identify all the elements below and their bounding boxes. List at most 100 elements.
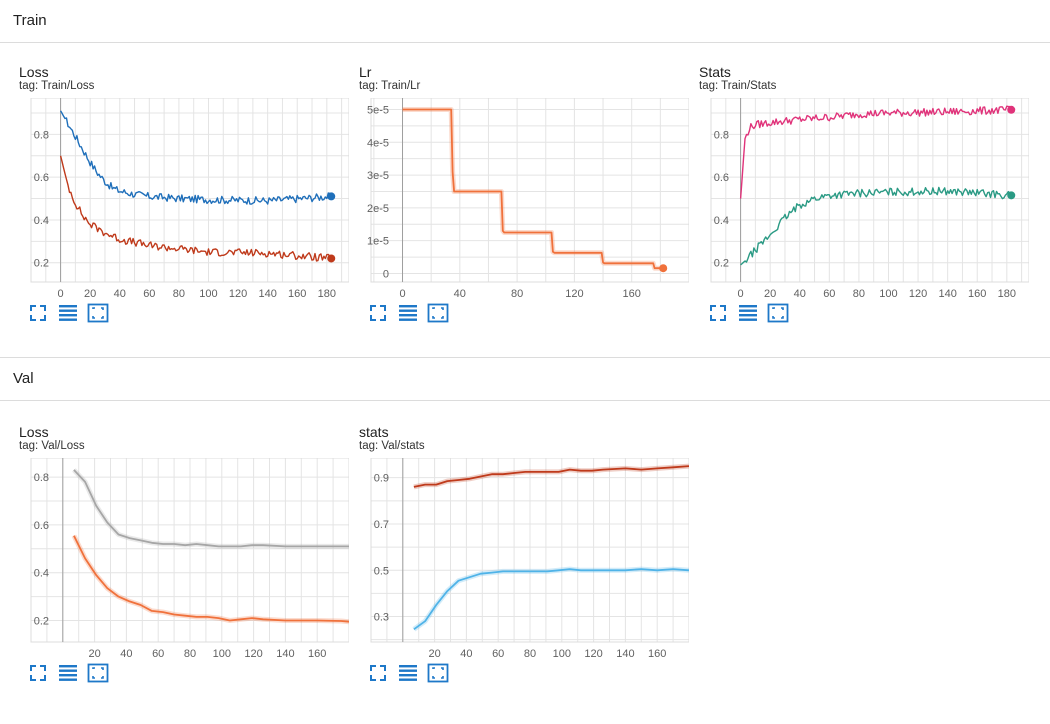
x-tick-label: 40 [454,288,466,298]
y-tick-label: 0.3 [374,612,389,624]
series-end-marker [1007,191,1016,200]
y-tick-label: 1e-5 [367,236,389,248]
x-tick-label: 20 [84,288,96,298]
chart-title: stats [359,424,389,440]
section-title: Val [13,370,34,387]
grid [371,98,689,282]
x-tick-label: 80 [524,648,536,658]
fit-domain-icon[interactable] [427,302,449,324]
series-line [59,155,332,262]
series-shadow [72,468,349,549]
x-tick-label: 80 [184,648,196,658]
y-tick-label: 0.7 [374,519,389,531]
x-tick-label: 60 [143,288,155,298]
y-tick-label: 0.4 [34,215,49,227]
chart-plot[interactable]: 0 20 40 60 80 100 120 140 160 180 0.2 0.4 0.6 0.8 [19,98,349,298]
y-tick-label: 0.5 [374,565,389,577]
chart-tag: tag: Val/stats [359,440,425,452]
fit-domain-icon[interactable] [87,662,109,684]
x-tick-label: 0 [58,288,64,298]
chart-title: Lr [359,64,372,80]
x-tick-label: 0 [738,288,744,298]
fullscreen-icon[interactable] [707,302,729,324]
x-tick-label: 160 [648,648,666,658]
x-tick-label: 120 [229,288,247,298]
chart-tag: tag: Train/Loss [19,80,95,92]
x-tick-label: 100 [879,288,897,298]
y-tick-label: 0.4 [34,568,49,580]
fullscreen-icon[interactable] [27,302,49,324]
series-line [73,535,349,623]
x-tick-label: 140 [616,648,634,658]
chart-plot[interactable]: 0 40 80 120 160 0 1e-5 2e-5 3e-5 4e-5 5e-5 [359,98,689,298]
x-tick-label: 80 [511,288,523,298]
x-tick-label: 0 [399,288,405,298]
plot-frame [370,98,689,283]
y-tick-label: 3e-5 [367,170,389,182]
y-tick-label: 5e-5 [367,104,389,116]
series-shadow [402,107,664,271]
chart-plot[interactable]: 20 40 60 80 100 120 140 160 0.2 0.4 0.6 0.8 [19,458,349,658]
x-tick-label: 40 [120,648,132,658]
x-tick-label: 80 [173,288,185,298]
x-tick-label: 80 [853,288,865,298]
plot-frame [30,98,349,283]
chart-plot[interactable]: 20 40 60 80 100 120 140 160 0.3 0.5 0.7 0.9 [359,458,689,658]
y-tick-label: 0.8 [714,129,729,141]
fullscreen-icon[interactable] [367,662,389,684]
x-tick-label: 160 [968,288,986,298]
x-tick-label: 120 [244,648,262,658]
chart-plot[interactable]: 0 20 40 60 80 100 120 140 160 180 0.2 0.4 0.6 0.8 [699,98,1029,298]
section-header-train[interactable]: Train [0,0,1050,43]
x-tick-label: 100 [213,648,231,658]
x-tick-label: 140 [938,288,956,298]
data-table-icon[interactable] [397,662,419,684]
fit-domain-icon[interactable] [427,662,449,684]
data-table-icon[interactable] [57,662,79,684]
y-tick-label: 2e-5 [367,203,389,215]
series-line [73,469,349,548]
x-tick-label: 180 [998,288,1016,298]
section-header-val[interactable]: Val [0,357,1050,401]
y-tick-label: 0.2 [714,258,729,270]
x-tick-label: 140 [276,648,294,658]
y-tick-label: 4e-5 [367,137,389,149]
x-tick-label: 60 [152,648,164,658]
x-tick-label: 140 [258,288,276,298]
series-end-marker [327,254,336,263]
x-tick-label: 40 [794,288,806,298]
chart-card-train-stats: Stats tag: Train/Stats 0 20 40 60 80 100 120 140 1… [699,64,1035,364]
chart-tag: tag: Val/Loss [19,440,85,452]
fit-domain-icon[interactable] [767,302,789,324]
chart-title: Loss [19,64,49,80]
y-tick-label: 0.6 [34,520,49,532]
chart-title: Loss [19,424,49,440]
chart-card-val-loss: Loss tag: Val/Loss 20 40 60 80 100 120 140 160 0.2… [19,424,355,724]
x-tick-label: 40 [114,288,126,298]
grid [30,458,349,642]
y-tick-label: 0.8 [34,129,49,141]
series-line [740,186,1012,266]
y-tick-label: 0.8 [34,472,49,484]
x-tick-label: 120 [565,288,583,298]
data-table-icon[interactable] [737,302,759,324]
y-tick-label: 0.2 [34,615,49,627]
x-tick-label: 20 [764,288,776,298]
x-tick-label: 120 [909,288,927,298]
series-line [402,108,664,270]
x-tick-label: 160 [308,648,326,658]
series-line [739,105,1012,199]
chart-card-train-lr: Lr tag: Train/Lr 0 40 80 120 160 0 1e-5 2e-5 3e-5 4… [359,64,695,364]
fullscreen-icon[interactable] [27,662,49,684]
data-table-icon[interactable] [57,302,79,324]
plot-frame [710,98,1029,283]
grid [30,98,349,282]
fullscreen-icon[interactable] [367,302,389,324]
fit-domain-icon[interactable] [87,302,109,324]
y-tick-label: 0 [383,268,389,280]
data-table-icon[interactable] [397,302,419,324]
x-tick-label: 180 [318,288,336,298]
chart-tag: tag: Train/Lr [359,80,421,92]
x-tick-label: 100 [199,288,217,298]
chart-tag: tag: Train/Stats [699,80,777,92]
